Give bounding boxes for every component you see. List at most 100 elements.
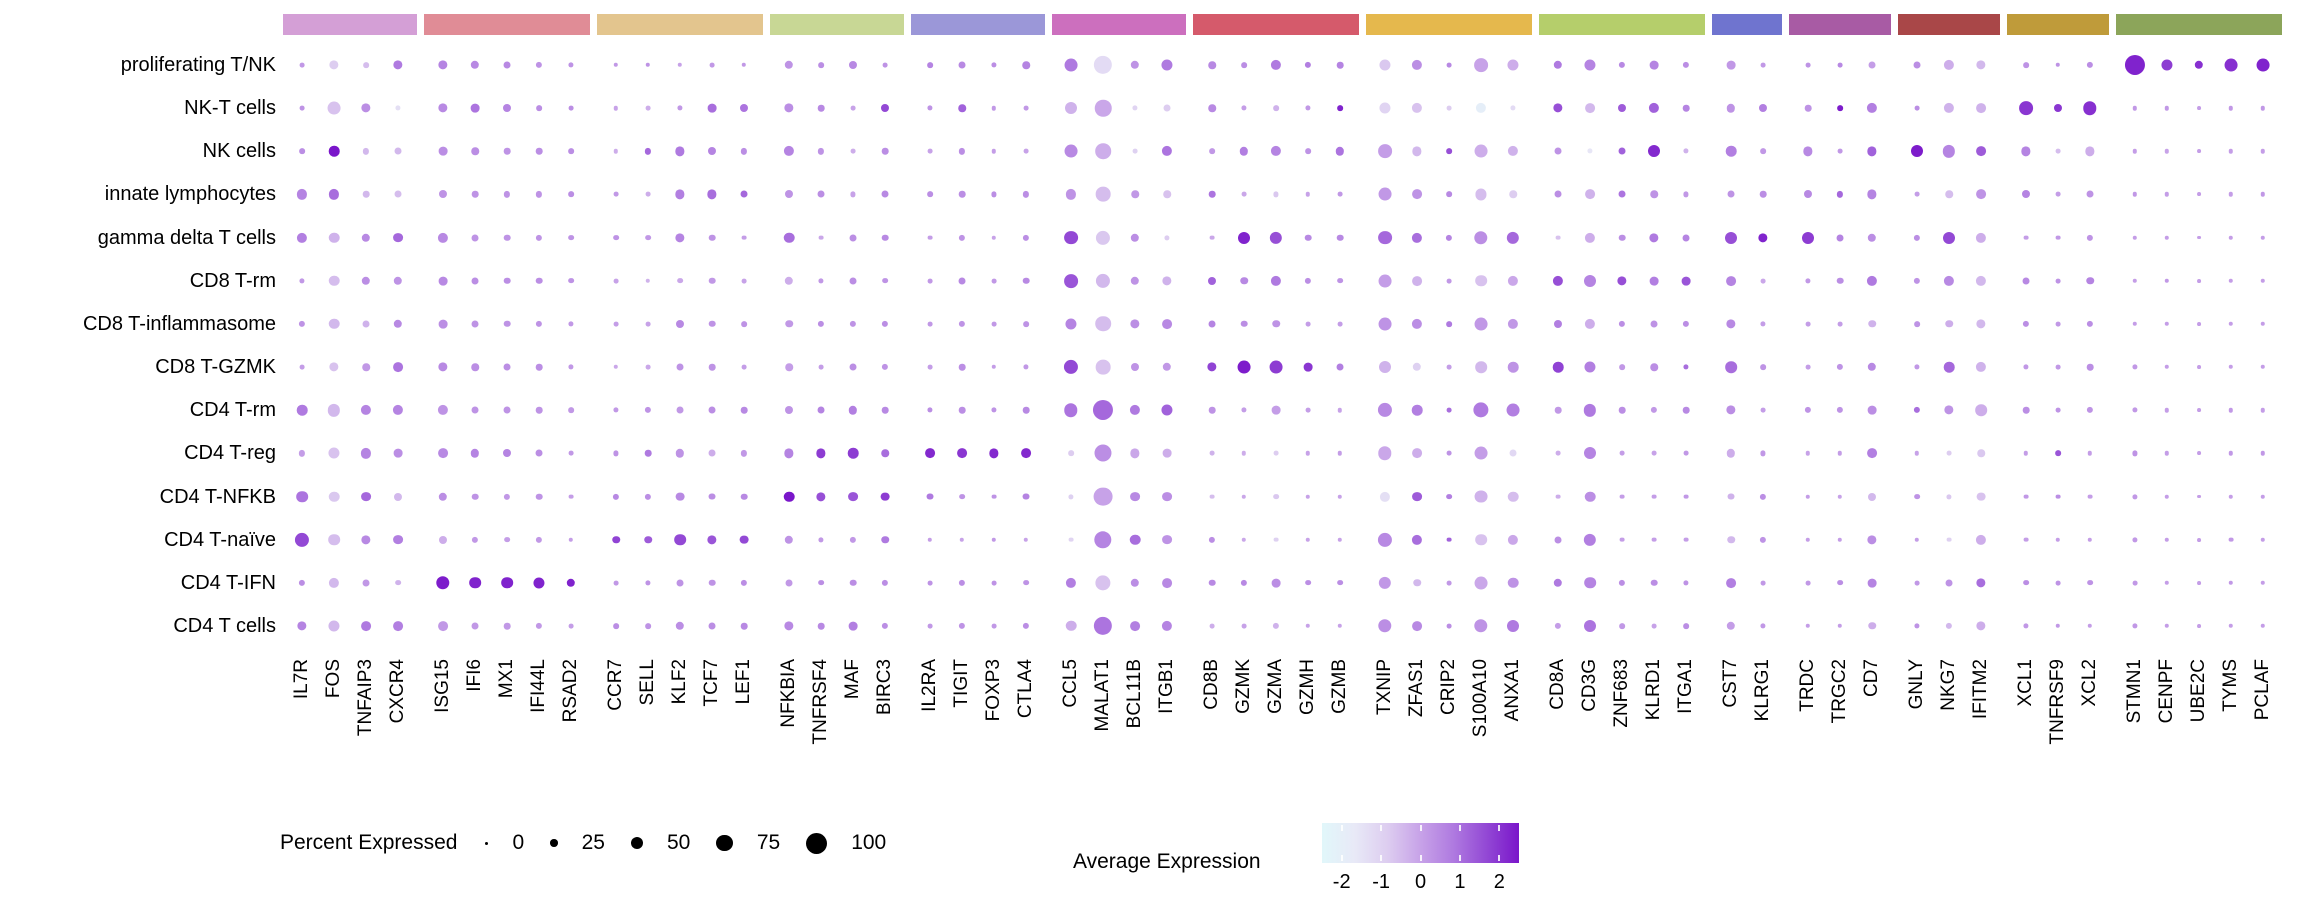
expression-dot — [927, 148, 933, 154]
expression-dot — [1023, 148, 1029, 154]
expression-dot — [1094, 530, 1112, 549]
expression-dot — [785, 363, 793, 371]
expression-dot — [1507, 59, 1519, 71]
expression-dot — [361, 621, 371, 631]
expression-dot — [1378, 274, 1392, 288]
gene-label: IFI44L — [528, 659, 549, 713]
expression-dot — [327, 101, 341, 115]
expression-dot — [1726, 577, 1736, 588]
expression-dot — [644, 407, 652, 414]
expression-dot — [470, 60, 480, 70]
expression-dot — [395, 105, 401, 111]
expression-dot — [1161, 146, 1173, 157]
expression-dot — [1093, 55, 1113, 75]
gene-label: ITGB1 — [1156, 659, 1177, 714]
expression-dot — [1649, 60, 1659, 70]
expression-dot — [362, 579, 370, 587]
expression-dot — [850, 191, 856, 198]
expression-dot — [1760, 623, 1766, 629]
expression-dot — [785, 579, 793, 587]
expression-dot — [784, 60, 794, 70]
gene-label: MX1 — [496, 659, 517, 699]
expression-dot — [1726, 103, 1736, 113]
gene-label: S100A10 — [1470, 659, 1491, 738]
expression-dot — [1337, 623, 1343, 629]
expression-dot — [568, 494, 574, 499]
gene-group-bar — [283, 14, 417, 35]
expression-dot — [438, 492, 448, 501]
gene-group-bar — [770, 14, 904, 35]
expression-dot — [1759, 493, 1767, 500]
expression-dot — [2164, 321, 2170, 327]
expression-dot — [1913, 61, 1921, 69]
expression-dot — [362, 148, 370, 155]
expression-dot — [2023, 579, 2029, 586]
expression-dot — [1726, 449, 1736, 458]
expression-dot — [818, 62, 824, 68]
expression-dot — [2023, 451, 2029, 456]
expression-dot — [927, 407, 933, 413]
expression-dot — [741, 235, 747, 240]
expression-dot — [675, 319, 685, 328]
expression-dot — [1867, 233, 1877, 242]
expression-dot — [393, 492, 403, 501]
row-label: CD4 T-NFKB — [159, 485, 276, 508]
expression-dot — [1305, 105, 1311, 111]
expression-dot — [1583, 533, 1597, 546]
expression-dot — [536, 105, 542, 111]
expression-dot — [2023, 364, 2029, 370]
expression-dot — [1837, 62, 1843, 68]
expression-dot — [2132, 278, 2138, 283]
expression-dot — [1305, 192, 1311, 197]
expression-dot — [503, 61, 511, 69]
expression-dot — [741, 321, 747, 327]
expression-dot — [1584, 274, 1596, 287]
expression-dot — [1975, 361, 1987, 373]
size-legend-item: 75 — [716, 831, 780, 855]
expression-dot — [708, 234, 716, 241]
expression-dot — [1209, 494, 1215, 499]
gene-label: IL2RA — [919, 659, 940, 712]
size-legend-item: 100 — [806, 831, 886, 855]
expression-dot — [2228, 105, 2234, 111]
expression-dot — [2022, 320, 2030, 328]
expression-dot — [1803, 190, 1813, 199]
expression-dot — [1943, 59, 1955, 71]
expression-dot — [1976, 578, 1986, 588]
expression-dot — [2260, 623, 2266, 629]
expression-dot — [568, 537, 574, 542]
expression-dot — [2055, 321, 2061, 327]
expression-dot — [1163, 190, 1171, 199]
expression-dot — [708, 449, 716, 457]
expression-dot — [328, 491, 340, 502]
expression-dot — [1132, 105, 1138, 111]
expression-dot — [1584, 232, 1596, 243]
expression-dot — [1650, 363, 1658, 371]
colorbar-tick-mark — [1419, 825, 1422, 831]
expression-dot — [1867, 189, 1877, 200]
expression-dot — [1065, 189, 1077, 200]
expression-dot — [1209, 623, 1215, 629]
expression-dot — [1411, 534, 1423, 545]
expression-dot — [568, 277, 574, 284]
percent-expressed-legend: Percent Expressed 0 25 50 75 100 — [280, 820, 912, 866]
size-legend-items: 0 25 50 75 100 — [485, 831, 912, 855]
expression-dot — [1379, 59, 1391, 71]
expression-dot — [1555, 494, 1561, 499]
expression-dot — [535, 61, 543, 69]
expression-dot — [644, 450, 652, 457]
gene-label: CD8A — [1547, 659, 1568, 710]
expression-dot — [708, 406, 716, 414]
row-label: CD4 T-IFN — [180, 571, 276, 594]
expression-dot — [2086, 234, 2094, 241]
expression-dot — [675, 189, 685, 200]
expression-dot — [708, 622, 716, 630]
expression-dot — [675, 232, 685, 243]
expression-dot — [818, 537, 824, 543]
expression-dot — [958, 148, 966, 155]
expression-dot — [1305, 537, 1311, 542]
expression-dot — [613, 623, 619, 629]
expression-dot — [328, 447, 340, 459]
expression-dot — [881, 363, 889, 371]
expression-dot — [1208, 406, 1216, 414]
